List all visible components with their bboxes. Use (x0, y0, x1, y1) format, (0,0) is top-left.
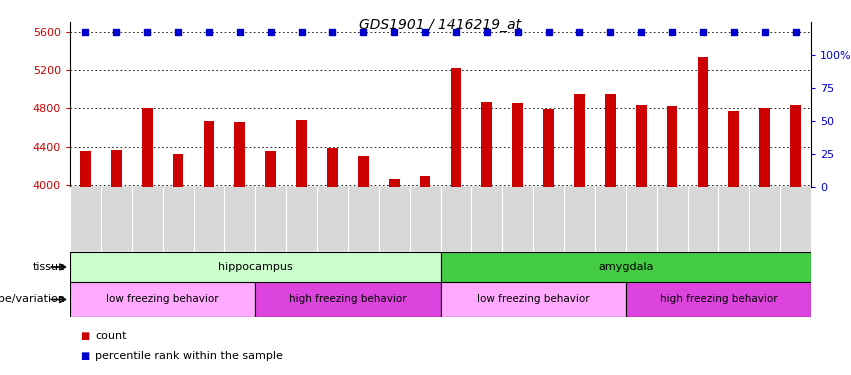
Bar (420, 177, 431, 187)
Bar (728, 111, 740, 187)
Text: GDS1901 / 1416219_at: GDS1901 / 1416219_at (359, 18, 522, 32)
Bar (791, 105, 801, 187)
Bar (441, 252, 811, 282)
Bar (266, 150, 276, 187)
Text: ■: ■ (80, 351, 89, 361)
Text: ■: ■ (80, 331, 89, 341)
Text: percentile rank within the sample: percentile rank within the sample (95, 351, 283, 361)
Text: genotype/variation: genotype/variation (0, 294, 66, 304)
Text: high freezing behavior: high freezing behavior (660, 294, 777, 304)
Bar (203, 121, 214, 187)
Bar (173, 154, 184, 187)
Text: high freezing behavior: high freezing behavior (289, 294, 407, 304)
Text: tissue: tissue (32, 262, 66, 272)
Bar (441, 282, 625, 317)
Text: low freezing behavior: low freezing behavior (477, 294, 590, 304)
Text: low freezing behavior: low freezing behavior (106, 294, 219, 304)
Bar (70, 252, 441, 282)
Bar (234, 122, 245, 187)
Bar (111, 150, 122, 187)
Bar (605, 94, 616, 187)
Bar (358, 156, 368, 187)
Bar (512, 103, 523, 187)
Bar (574, 94, 585, 187)
Text: amygdala: amygdala (598, 262, 654, 272)
Text: hippocampus: hippocampus (218, 262, 293, 272)
Bar (142, 108, 152, 187)
Bar (255, 282, 441, 317)
Bar (389, 179, 400, 187)
Bar (625, 282, 811, 317)
Bar (666, 106, 677, 187)
Bar (70, 282, 255, 317)
Text: count: count (95, 331, 127, 341)
Bar (80, 150, 91, 187)
Bar (759, 108, 770, 187)
Bar (450, 68, 461, 187)
Bar (636, 105, 647, 187)
Bar (327, 148, 338, 187)
Bar (296, 120, 307, 187)
Bar (482, 102, 492, 187)
Bar (543, 109, 554, 187)
Bar (698, 57, 708, 187)
